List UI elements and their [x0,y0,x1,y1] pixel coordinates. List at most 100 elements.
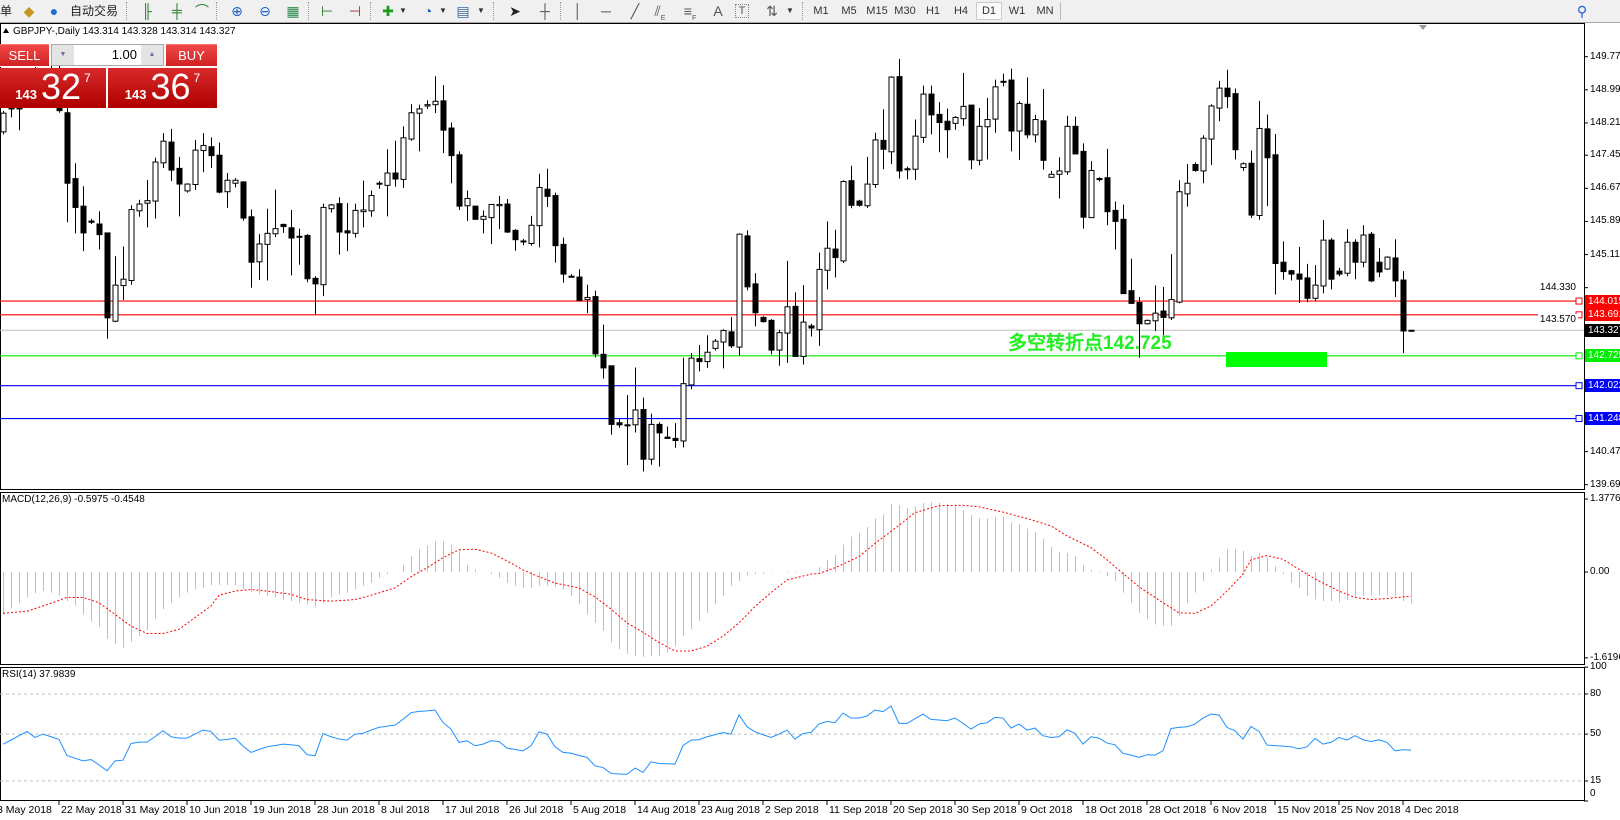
bullish-candle[interactable] [1344,241,1351,274]
bearish-candle[interactable] [728,331,735,347]
bullish-candle[interactable] [408,112,415,140]
bullish-candle[interactable] [536,186,543,227]
green-rectangle-object[interactable] [1226,352,1327,367]
bullish-candle[interactable] [1216,87,1223,109]
bullish-candle[interactable] [872,139,879,186]
bearish-candle[interactable] [1336,270,1343,275]
bearish-candle[interactable] [80,205,87,234]
bullish-candle[interactable] [376,182,383,185]
new-order-button-partial[interactable]: 单 [0,4,13,18]
bullish-candle[interactable] [632,409,639,426]
auto-trade-button[interactable]: 自动交易 [69,4,118,18]
bearish-candle[interactable] [832,248,839,259]
bearish-candle[interactable] [848,180,855,206]
bearish-candle[interactable] [592,296,599,355]
bullish-candle[interactable] [648,423,655,460]
zoom-out-icon[interactable]: ⊖ [259,3,271,19]
timeframe-d1[interactable]: D1 [976,2,1002,20]
bearish-candle[interactable] [1232,93,1239,151]
bullish-candle[interactable] [1144,319,1151,325]
bearish-candle[interactable] [1248,162,1255,216]
bearish-candle[interactable] [544,188,551,197]
bearish-candle[interactable] [608,365,615,425]
bullish-candle[interactable] [992,86,999,120]
bullish-candle[interactable] [1312,284,1319,299]
templates-icon[interactable]: ▤ [456,3,470,19]
bullish-candle[interactable] [1200,137,1207,172]
timeframe-m15[interactable]: M15 [866,5,888,17]
bullish-candle[interactable] [704,351,711,363]
bearish-candle[interactable] [72,178,79,208]
bullish-candle[interactable] [328,204,335,210]
indicators-icon[interactable]: ✚ [382,3,394,19]
bullish-candle[interactable] [0,112,7,133]
bearish-candle[interactable] [240,181,247,219]
bearish-candle[interactable] [304,234,311,280]
bearish-candle[interactable] [752,283,759,314]
bearish-candle[interactable] [696,358,703,363]
bullish-candle[interactable] [624,424,631,427]
bearish-candle[interactable] [1136,302,1143,325]
bearish-candle[interactable] [672,437,679,442]
bearish-candle[interactable] [248,216,255,263]
bullish-candle[interactable] [1360,234,1367,263]
bearish-candle[interactable] [520,240,527,243]
periods-icon[interactable]: ◔ [423,3,433,19]
bearish-candle[interactable] [640,409,647,460]
bearish-candle[interactable] [744,235,751,288]
bullish-candle[interactable] [1208,105,1215,140]
bearish-candle[interactable] [1400,279,1407,332]
bullish-candle[interactable] [952,116,959,124]
crosshair-icon[interactable]: ┼ [540,3,550,19]
bearish-candle[interactable] [1072,125,1079,155]
bearish-candle[interactable] [1024,103,1031,136]
bullish-candle[interactable] [1096,178,1103,181]
bearish-candle[interactable] [1392,257,1399,282]
bearish-candle[interactable] [560,243,567,275]
bearish-candle[interactable] [1272,154,1279,264]
bearish-candle[interactable] [1280,261,1287,273]
bearish-candle[interactable] [216,154,223,193]
bullish-candle[interactable] [1408,329,1415,332]
chevron-down-icon[interactable]: ▼ [786,6,794,15]
bullish-candle[interactable] [1176,191,1183,303]
bearish-candle[interactable] [616,422,623,426]
timeframe-m30[interactable]: M30 [894,5,916,17]
bullish-candle[interactable] [416,108,423,114]
auto-scroll-icon[interactable]: ⊢ [320,3,334,19]
bullish-candle[interactable] [960,105,967,120]
bearish-candle[interactable] [664,436,671,439]
bullish-candle[interactable] [296,235,303,238]
bullish-candle[interactable] [1168,299,1175,319]
timeframe-w1[interactable]: W1 [1008,5,1026,17]
bearish-candle[interactable] [760,316,767,323]
horizontal-line-icon[interactable]: ─ [601,3,611,19]
bearish-candle[interactable] [288,227,295,239]
search-icon[interactable]: ⚲ [1576,3,1588,19]
sell-price-button[interactable]: 143 32 7 [0,68,106,108]
bearish-candle[interactable] [1080,150,1087,218]
bullish-candle[interactable] [480,215,487,220]
bearish-candle[interactable] [1304,277,1311,299]
bullish-candle[interactable] [1320,239,1327,287]
bearish-candle[interactable] [1112,209,1119,222]
bearish-candle[interactable] [928,93,935,116]
timeframe-m1[interactable]: M1 [813,5,829,17]
bearish-candle[interactable] [896,76,903,172]
level-line-handle[interactable] [1575,352,1583,360]
bullish-candle[interactable] [488,203,495,219]
bullish-candle[interactable] [1256,127,1263,217]
bullish-candle[interactable] [888,76,895,153]
bullish-candle[interactable] [464,198,471,207]
bullish-candle[interactable] [736,233,743,348]
bullish-candle[interactable] [1000,80,1007,83]
bullish-candle[interactable] [352,209,359,234]
bearish-candle[interactable] [280,223,287,228]
pivot-annotation-text[interactable]: 多空转折点142.725 [1008,333,1172,354]
fibonacci-icon[interactable]: ≡F [683,3,697,22]
bullish-candle[interactable] [1088,169,1095,219]
level-line-handle[interactable] [1575,382,1583,390]
bearish-candle[interactable] [472,205,479,220]
cursor-icon[interactable]: ➤ [509,3,521,19]
